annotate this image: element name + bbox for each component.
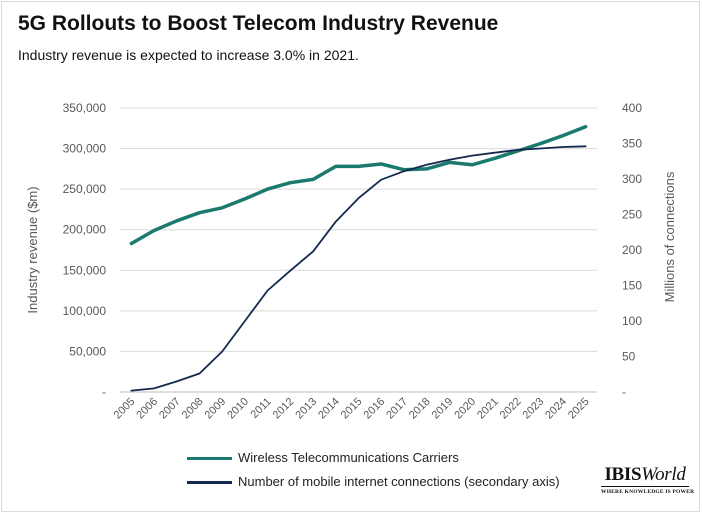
x-tick-label: 2018 bbox=[407, 396, 433, 422]
gridlines bbox=[120, 107, 597, 393]
left-tick-label: 300,000 bbox=[63, 142, 107, 156]
right-tick-label: 350 bbox=[622, 137, 642, 151]
series-line-carriers bbox=[129, 124, 588, 246]
left-tick-label: 250,000 bbox=[63, 182, 107, 196]
x-tick-label: 2008 bbox=[180, 396, 206, 422]
left-tick-label: - bbox=[102, 385, 106, 399]
left-tick-label: 50,000 bbox=[69, 344, 106, 358]
x-tick-label: 2009 bbox=[203, 396, 229, 422]
right-axis-label: Millions of connections bbox=[662, 171, 677, 302]
x-tick-label: 2021 bbox=[475, 396, 501, 422]
x-tick-label: 2020 bbox=[452, 396, 478, 422]
x-tick-label: 2014 bbox=[316, 396, 342, 422]
x-tick-label: 2011 bbox=[249, 396, 274, 421]
series-line-connections bbox=[130, 145, 587, 392]
legend-label-connections: Number of mobile internet connections (s… bbox=[238, 474, 560, 489]
x-tick-label: 2006 bbox=[134, 396, 160, 422]
right-tick-label: 200 bbox=[622, 243, 642, 257]
legend-label-carriers: Wireless Telecommunications Carriers bbox=[238, 450, 459, 465]
x-tick-label: 2015 bbox=[339, 396, 365, 422]
ibisworld-logo: IBISWorld WHERE KNOWLEDGE IS POWER bbox=[601, 464, 694, 500]
x-tick-label: 2012 bbox=[271, 396, 297, 422]
chart-title: 5G Rollouts to Boost Telecom Industry Re… bbox=[18, 12, 499, 35]
right-tick-label: 150 bbox=[622, 279, 642, 293]
x-tick-label: 2024 bbox=[543, 396, 569, 422]
series-lines bbox=[129, 124, 588, 392]
logo-wordmark: IBISWorld bbox=[601, 464, 689, 486]
right-tick-label: 100 bbox=[622, 314, 642, 328]
x-tick-label: 2013 bbox=[293, 396, 319, 422]
x-axis-ticks: 2005200620072008200920102011201220132014… bbox=[112, 396, 592, 422]
x-tick-label: 2025 bbox=[566, 396, 592, 422]
right-axis-ticks: - 50 100 150 200 250 300 350 400 bbox=[622, 101, 642, 399]
x-tick-label: 2022 bbox=[498, 396, 524, 422]
left-tick-label: 100,000 bbox=[63, 304, 107, 318]
x-tick-label: 2010 bbox=[225, 396, 251, 422]
legend-swatch-carriers bbox=[187, 457, 232, 461]
left-axis-ticks: - 50,000 100,000 150,000 200,000 250,000 300,0… bbox=[63, 101, 107, 399]
legend-swatch-connections bbox=[187, 481, 232, 485]
right-tick-label: 50 bbox=[622, 350, 636, 364]
left-tick-label: 350,000 bbox=[63, 101, 107, 115]
left-axis-label: Industry revenue ($m) bbox=[25, 186, 40, 313]
x-tick-label: 2005 bbox=[112, 396, 138, 422]
right-tick-label: 300 bbox=[622, 172, 642, 186]
x-tick-label: 2016 bbox=[362, 396, 388, 422]
x-tick-label: 2007 bbox=[157, 396, 183, 422]
right-tick-label: - bbox=[622, 385, 626, 399]
legend-item-carriers: Wireless Telecommunications Carriers bbox=[187, 450, 459, 465]
right-tick-label: 400 bbox=[622, 101, 642, 115]
left-tick-label: 200,000 bbox=[63, 223, 107, 237]
logo-brand-bold: IBIS bbox=[604, 464, 642, 485]
logo-brand-italic: World bbox=[641, 464, 686, 485]
left-tick-label: 150,000 bbox=[63, 263, 107, 277]
logo-tagline: WHERE KNOWLEDGE IS POWER bbox=[601, 486, 694, 496]
x-tick-label: 2017 bbox=[384, 396, 410, 422]
chart-subtitle: Industry revenue is expected to increase… bbox=[18, 47, 359, 63]
x-tick-label: 2019 bbox=[430, 396, 456, 422]
x-tick-label: 2023 bbox=[521, 396, 547, 422]
right-tick-label: 250 bbox=[622, 208, 642, 222]
legend-item-connections: Number of mobile internet connections (s… bbox=[187, 474, 560, 489]
